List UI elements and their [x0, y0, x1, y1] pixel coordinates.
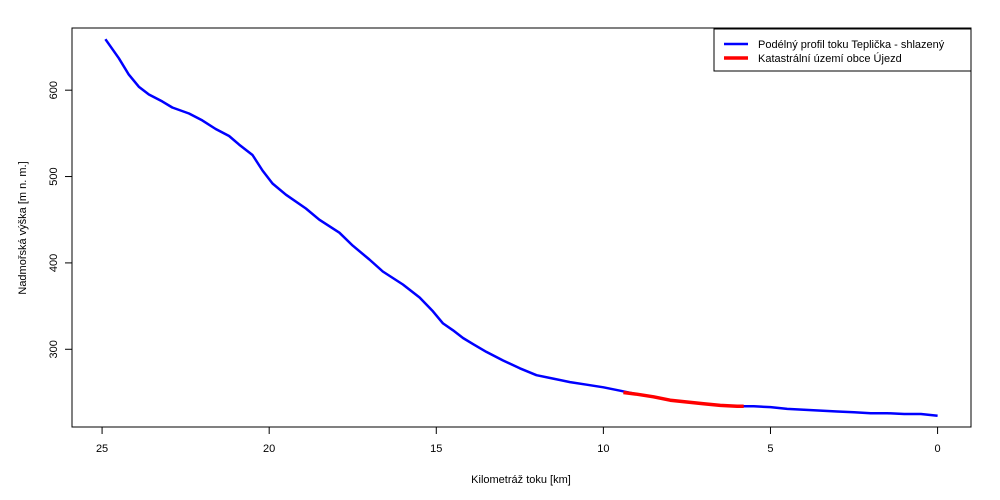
plot-area — [71, 27, 972, 428]
plot-frame — [71, 27, 972, 428]
x-tick-label: 20 — [263, 443, 275, 455]
series-line-cadastral — [623, 390, 744, 409]
x-tick-label: 10 — [597, 443, 609, 455]
legend-label-profile: Podélný profil toku Teplička - shlazený — [758, 39, 945, 51]
y-tick-label: 500 — [48, 167, 60, 185]
y-tick-label: 300 — [48, 340, 60, 358]
x-axis-ticks: 25 20 15 10 5 0 — [96, 427, 941, 455]
y-tick-label: 400 — [48, 254, 60, 272]
y-tick-label: 600 — [48, 81, 60, 99]
x-axis: 25 20 15 10 5 0 Kilometráž toku [km] — [96, 426, 941, 486]
y-axis-title: Nadmořská výška [m n. m.] — [17, 161, 29, 294]
x-axis-title: Kilometráž toku [km] — [471, 474, 571, 486]
series-line-profile — [104, 38, 938, 418]
x-tick-label: 5 — [767, 443, 773, 455]
legend-box — [713, 28, 972, 72]
legend: Podélný profil toku Teplička - shlazený … — [713, 28, 972, 72]
legend-label-cadastral: Katastrální území obce Újezd — [758, 52, 902, 65]
y-axis: 300 400 500 600 Nadmořská výška [m n. m.] — [17, 81, 73, 358]
x-tick-label: 0 — [935, 443, 941, 455]
y-axis-ticks: 300 400 500 600 — [48, 81, 72, 358]
x-tick-label: 15 — [430, 443, 442, 455]
x-tick-label: 25 — [96, 443, 108, 455]
series-lines — [104, 38, 938, 418]
